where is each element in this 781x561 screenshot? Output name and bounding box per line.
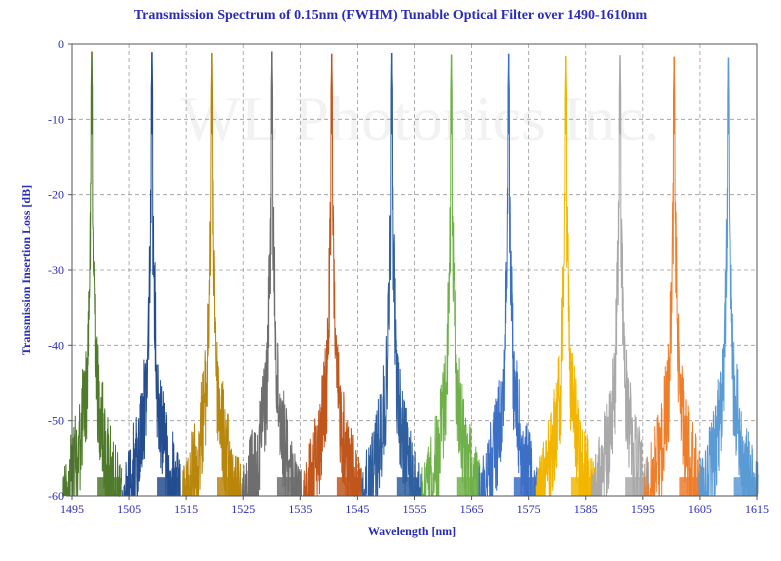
x-tick-label: 1555 bbox=[403, 502, 427, 516]
series-noise-band bbox=[513, 477, 537, 496]
series-noise-band bbox=[456, 477, 480, 496]
x-tick-label: 1525 bbox=[231, 502, 255, 516]
series-line bbox=[182, 52, 242, 497]
y-tick-label: -50 bbox=[48, 414, 64, 428]
series-noise-band bbox=[157, 477, 180, 496]
x-tick-label: 1565 bbox=[460, 502, 484, 516]
watermark: WL Photonics Inc. bbox=[180, 83, 659, 154]
series-9 bbox=[535, 56, 596, 497]
series-noise-band bbox=[276, 477, 300, 496]
x-axis-title: Wavelength [nm] bbox=[368, 524, 456, 538]
series-8 bbox=[478, 53, 539, 497]
axes: 1495 1505 1515 1525 1535 1545 1555 1565 1575 1585… bbox=[48, 37, 769, 516]
x-tick-label: 1595 bbox=[631, 502, 655, 516]
series-noise-band bbox=[97, 477, 120, 496]
x-tick-label: 1605 bbox=[688, 502, 712, 516]
series-1 bbox=[62, 51, 123, 498]
x-tick-label: 1515 bbox=[174, 502, 198, 516]
y-axis-title: Transmission Insertion Loss [dB] bbox=[19, 185, 33, 355]
chart-title: Transmission Spectrum of 0.15nm (FWHM) T… bbox=[133, 8, 648, 23]
series-line bbox=[241, 51, 302, 497]
series-12 bbox=[698, 57, 759, 497]
x-tick-label: 1585 bbox=[574, 502, 598, 516]
series-5 bbox=[302, 53, 362, 498]
x-tick-label: 1495 bbox=[60, 502, 84, 516]
x-tick-label: 1505 bbox=[117, 502, 141, 516]
y-tick-label: 0 bbox=[58, 37, 64, 51]
y-tick-label: -20 bbox=[48, 188, 64, 202]
y-tick-label: -10 bbox=[48, 112, 64, 126]
watermark-text: WL Photonics Inc. bbox=[180, 83, 659, 154]
series-noise-band bbox=[336, 477, 360, 496]
series-noise-band bbox=[679, 477, 702, 496]
series-2 bbox=[121, 52, 182, 497]
series-noise-band bbox=[625, 477, 648, 496]
grid bbox=[72, 44, 757, 496]
series-10 bbox=[590, 55, 650, 497]
x-tick-label: 1535 bbox=[288, 502, 312, 516]
x-tick-label: 1545 bbox=[345, 502, 369, 516]
y-tick-label: -60 bbox=[48, 489, 64, 503]
series-noise-band bbox=[570, 477, 594, 496]
series-3 bbox=[182, 52, 242, 497]
x-tick-label: 1615 bbox=[745, 502, 769, 516]
series-noise-band bbox=[216, 477, 240, 496]
series-noise-band bbox=[733, 477, 756, 496]
y-tick-label: -30 bbox=[48, 263, 64, 277]
x-tick-label: 1575 bbox=[517, 502, 541, 516]
series-6 bbox=[361, 52, 422, 497]
y-tick-label: -40 bbox=[48, 338, 64, 352]
series-noise-band bbox=[396, 477, 420, 496]
series-4 bbox=[241, 51, 302, 497]
